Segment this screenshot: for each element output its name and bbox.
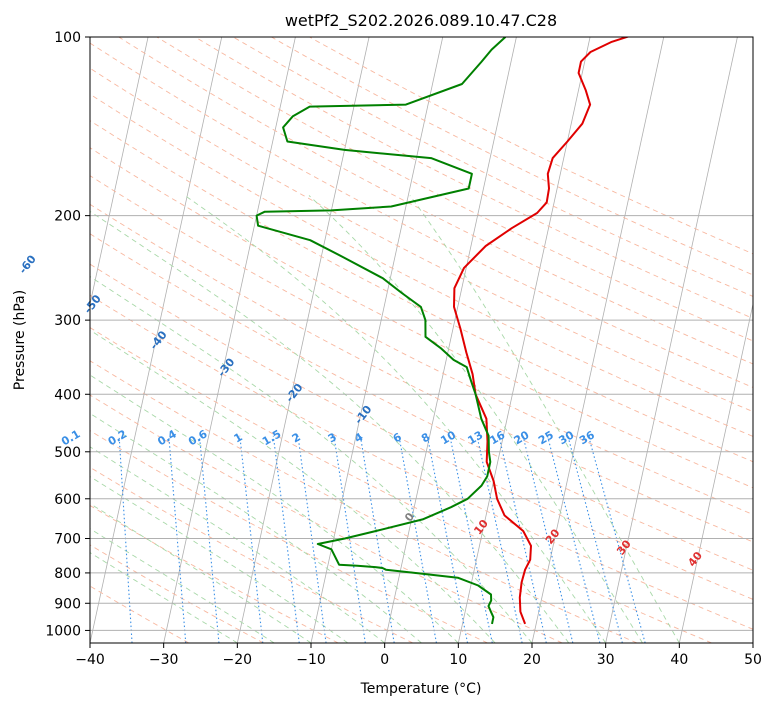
x-tick-label: 50 xyxy=(744,652,762,668)
y-tick-label: 400 xyxy=(54,387,81,403)
temperature-profile-line xyxy=(453,37,631,625)
dry-adiabat-line xyxy=(90,93,753,437)
chart-title: wetPf2_S202.2026.089.10.47.C28 xyxy=(285,11,557,31)
dry-adiabat-line xyxy=(194,37,753,319)
x-tick-label: −10 xyxy=(296,652,326,668)
dry-adiabat-line xyxy=(270,37,753,276)
moist-adiabat-line xyxy=(90,446,385,643)
isotherm-line xyxy=(531,37,665,643)
y-tick-label: 1000 xyxy=(45,623,81,639)
isotherm-line xyxy=(0,37,1,643)
moist-adiabat-line xyxy=(184,195,607,643)
dry-adiabat-line xyxy=(90,120,753,463)
mixing-ratio-line xyxy=(118,435,133,643)
dry-adiabat-line xyxy=(90,67,753,413)
mixing-ratio-line xyxy=(272,435,300,643)
plot-frame xyxy=(89,36,754,644)
x-tick-label: 20 xyxy=(523,652,541,668)
mixing-ratio-line xyxy=(239,435,264,643)
mixing-ratio-line xyxy=(168,435,187,643)
profiles xyxy=(255,37,631,625)
mixing-ratio-line xyxy=(398,435,437,643)
y-tick-label: 200 xyxy=(54,209,81,225)
isotherm-line xyxy=(310,37,444,643)
isotherm-label: -60 xyxy=(16,252,39,276)
isotherm-line xyxy=(163,37,296,643)
y-tick-label: 900 xyxy=(54,596,81,612)
mixing-ratio-line xyxy=(449,435,493,643)
dry-adiabat-line xyxy=(117,37,753,365)
moist-adiabat-line xyxy=(90,275,533,643)
moist-adiabat-line xyxy=(90,503,312,643)
dry-adiabat-line xyxy=(90,233,753,571)
plot-background xyxy=(90,37,753,643)
dry-adiabat-line xyxy=(156,37,753,342)
mixing-ratio-line xyxy=(297,435,327,643)
isotherm-line xyxy=(752,641,753,643)
y-tick-label: 700 xyxy=(54,532,81,548)
dry-adiabat-line xyxy=(308,37,753,255)
mixing-ratio-line xyxy=(498,435,547,643)
y-tick-label: 600 xyxy=(54,492,81,508)
dry-adiabat-line xyxy=(90,294,753,630)
isotherm-line xyxy=(236,37,370,643)
moist-adiabat-line xyxy=(409,195,680,643)
pressure-gridlines xyxy=(90,37,753,631)
isotherm-line xyxy=(678,302,753,643)
x-tick-label: −20 xyxy=(223,652,253,668)
dry-adiabat-line xyxy=(90,430,488,643)
isotherm-line xyxy=(457,37,591,643)
mixing-ratio-line xyxy=(198,435,220,643)
isotherm-line xyxy=(90,37,149,307)
dry-adiabat-line xyxy=(90,327,712,643)
y-tick-label: 500 xyxy=(54,445,81,461)
y-tick-label: 800 xyxy=(54,566,81,582)
dry-adiabat-line xyxy=(90,466,414,643)
y-axis-label: Pressure (hPa) xyxy=(12,290,28,390)
moist-adiabat-line xyxy=(90,210,570,643)
mixing-ratio-line xyxy=(333,435,366,643)
x-tick-label: −40 xyxy=(75,652,105,668)
mixing-ratio-line xyxy=(476,435,523,643)
moist-adiabat-line xyxy=(90,476,349,643)
x-tick-label: −30 xyxy=(149,652,179,668)
isotherm-line xyxy=(384,37,517,643)
x-tick-label: 10 xyxy=(449,652,467,668)
isotherm-line xyxy=(605,37,738,643)
y-axis-ticks: 100 200 300 400 500 600 700 800 900 1000 xyxy=(45,30,90,639)
moist-adiabat-line xyxy=(90,374,459,643)
mixing-ratio-line xyxy=(359,435,395,643)
x-axis-ticks: −40 −30 −20 −10 0 10 20 30 40 50 xyxy=(75,643,762,668)
x-axis-label: Temperature (°C) xyxy=(360,681,482,697)
dewpoint-profile-line xyxy=(255,37,507,625)
x-tick-label: 40 xyxy=(670,652,688,668)
x-tick-label: 30 xyxy=(597,652,615,668)
moist-adiabat-line xyxy=(90,552,238,643)
dry-adiabat-line xyxy=(90,263,753,600)
y-tick-label: 300 xyxy=(54,313,81,329)
background-lines xyxy=(0,37,753,643)
y-tick-label: 100 xyxy=(54,30,81,46)
x-tick-label: 0 xyxy=(380,652,389,668)
moist-adiabat-line xyxy=(90,329,496,643)
